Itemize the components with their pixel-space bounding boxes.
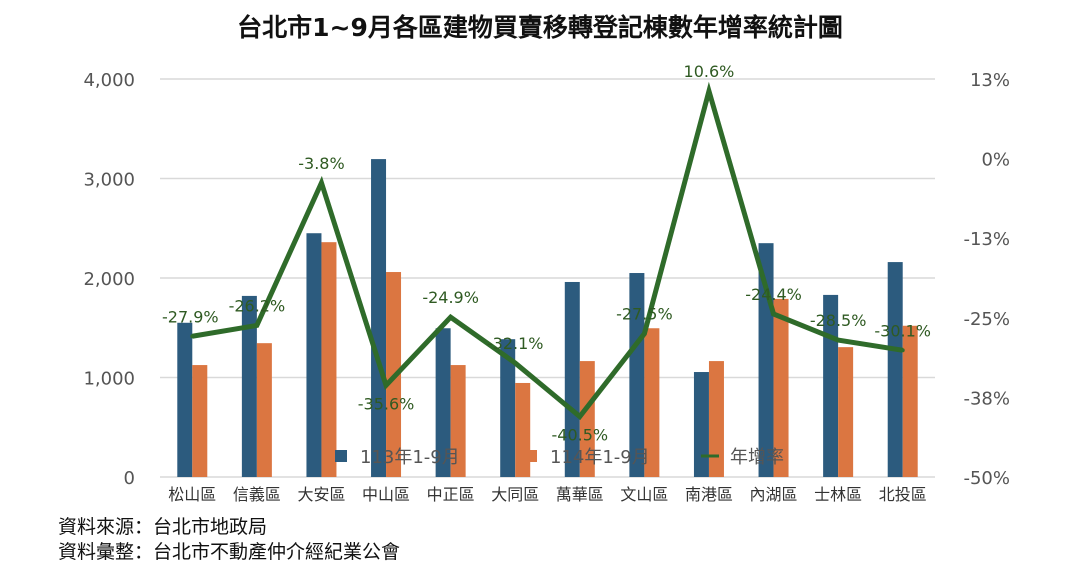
bar-114 <box>708 361 724 477</box>
bar-113 <box>887 262 903 477</box>
growth-data-label: -27.5% <box>616 305 673 324</box>
bar-114 <box>644 328 660 477</box>
bar-113 <box>371 159 387 477</box>
y-tick-label: 0 <box>124 468 135 489</box>
growth-data-label: 10.6% <box>684 62 735 81</box>
bar-114 <box>321 242 337 477</box>
bar-113 <box>500 339 516 477</box>
growth-point <box>448 315 453 320</box>
y2-tick-label: -13% <box>963 229 1010 250</box>
x-tick-label: 大同區 <box>491 485 539 504</box>
bar-114 <box>256 343 272 477</box>
growth-data-label: -26.2% <box>229 296 286 315</box>
x-tick-label: 北投區 <box>879 485 927 504</box>
growth-point <box>577 414 582 419</box>
growth-data-label: -24.4% <box>745 285 802 304</box>
growth-data-label: -24.9% <box>422 288 479 307</box>
x-tick-label: 中正區 <box>427 485 475 504</box>
growth-data-label: -32.1% <box>487 334 544 353</box>
bar-113 <box>435 328 451 477</box>
y-tick-label: 4,000 <box>83 70 135 91</box>
y-tick-label: 2,000 <box>83 269 135 290</box>
bar-113 <box>241 295 257 477</box>
y-tick-label: 1,000 <box>83 369 135 390</box>
bar-113 <box>564 281 580 477</box>
growth-data-label: -28.5% <box>810 311 867 330</box>
growth-point <box>384 383 389 388</box>
x-tick-label: 南港區 <box>685 485 733 504</box>
y2-tick-label: 0% <box>981 150 1010 171</box>
bar-113 <box>177 322 193 477</box>
growth-data-label: -3.8% <box>298 154 344 173</box>
x-tick-label: 信義區 <box>233 485 281 504</box>
growth-point <box>513 361 518 366</box>
legend-swatch <box>335 450 347 462</box>
x-tick-label: 士林區 <box>814 485 862 504</box>
x-tick-label: 萬華區 <box>556 485 604 504</box>
bar-114 <box>579 361 595 477</box>
legend-label: 114年1-9月 <box>550 447 650 468</box>
bar-114 <box>902 325 918 477</box>
chart-title: 台北市1~9月各區建物買賣移轉登記棟數年增率統計圖 <box>237 13 843 42</box>
growth-point <box>642 331 647 336</box>
x-tick-label: 文山區 <box>620 485 668 504</box>
legend-label: 年增率 <box>730 447 784 468</box>
growth-point <box>771 311 776 316</box>
x-tick-label: 內湖區 <box>750 485 798 504</box>
growth-point <box>190 334 195 339</box>
bar-113 <box>693 372 709 477</box>
growth-data-label: -40.5% <box>551 426 608 445</box>
bar-114 <box>515 382 531 477</box>
growth-point <box>836 338 841 343</box>
x-tick-label: 大安區 <box>297 485 345 504</box>
source-note: 資料來源：台北市地政局 <box>58 516 268 538</box>
bar-114 <box>450 365 466 477</box>
bar-113 <box>306 233 322 477</box>
x-tick-label: 松山區 <box>168 485 216 504</box>
growth-point <box>706 89 711 94</box>
bar-114 <box>773 298 789 477</box>
x-tick-label: 中山區 <box>362 485 410 504</box>
y2-tick-label: -25% <box>963 309 1010 330</box>
bar-113 <box>629 273 645 477</box>
y2-tick-label: -38% <box>963 388 1010 409</box>
growth-data-label: -27.9% <box>162 307 219 326</box>
growth-data-label: -30.1% <box>874 321 931 340</box>
growth-line <box>191 81 904 421</box>
growth-point <box>319 180 324 185</box>
y2-tick-label: -50% <box>963 468 1010 489</box>
compile-note: 資料彙整：台北市不動產仲介經紀業公會 <box>58 541 401 563</box>
bar-114 <box>192 365 208 477</box>
growth-point <box>254 323 259 328</box>
growth-data-label: -35.6% <box>358 394 415 413</box>
legend-label: 113年1-9月 <box>360 447 460 468</box>
y2-tick-label: 13% <box>970 70 1010 91</box>
legend-swatch <box>525 450 537 462</box>
y-tick-label: 3,000 <box>83 170 135 191</box>
growth-point <box>900 348 905 353</box>
bar-114 <box>838 347 854 477</box>
